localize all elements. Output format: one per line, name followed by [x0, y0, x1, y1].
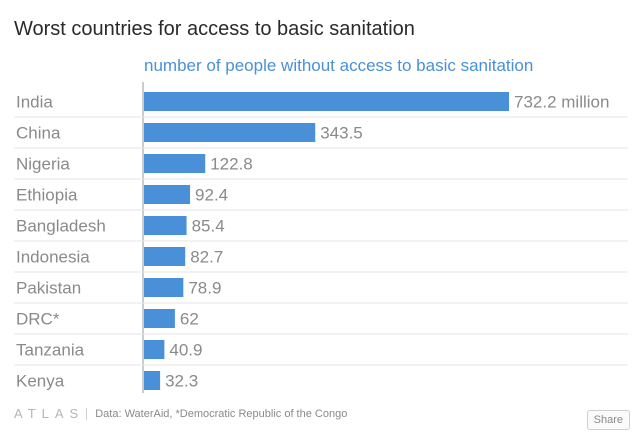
category-label: Indonesia: [16, 248, 90, 267]
value-label: 82.7: [190, 248, 223, 267]
atlas-logo: ATLAS: [14, 406, 85, 421]
value-label: 85.4: [192, 217, 225, 236]
bar: [144, 371, 161, 390]
category-label: Tanzania: [16, 341, 85, 360]
value-label: 732.2 million: [514, 93, 609, 112]
bar: [144, 185, 191, 204]
value-label: 92.4: [195, 186, 228, 205]
bar: [144, 247, 186, 266]
bar: [144, 92, 509, 111]
bar: [144, 340, 165, 359]
source-note: Data: WaterAid, *Democratic Republic of …: [95, 407, 348, 420]
share-button[interactable]: Share: [586, 410, 630, 430]
category-label: Pakistan: [16, 279, 81, 298]
category-label: Ethiopia: [16, 186, 78, 205]
footer-divider: [86, 407, 88, 420]
category-label: DRC*: [16, 310, 60, 329]
chart-subtitle: number of people without access to basic…: [144, 56, 534, 75]
category-label: India: [16, 93, 53, 112]
value-label: 40.9: [169, 341, 202, 360]
category-label: Kenya: [16, 372, 65, 391]
bar: [144, 216, 187, 235]
value-label: 32.3: [165, 372, 198, 391]
value-label: 78.9: [188, 279, 221, 298]
value-label: 343.5: [320, 124, 363, 143]
value-label: 122.8: [210, 155, 253, 174]
category-label: China: [16, 124, 61, 143]
bar: [144, 154, 206, 173]
footer: ATLAS Data: WaterAid, *Democratic Republ…: [14, 406, 347, 421]
chart-title: Worst countries for access to basic sani…: [14, 18, 415, 40]
bar: [144, 309, 175, 328]
category-label: Bangladesh: [16, 217, 106, 236]
category-label: Nigeria: [16, 155, 70, 174]
bar: [144, 123, 316, 142]
bar: [144, 278, 184, 297]
value-label: 62: [180, 310, 199, 329]
